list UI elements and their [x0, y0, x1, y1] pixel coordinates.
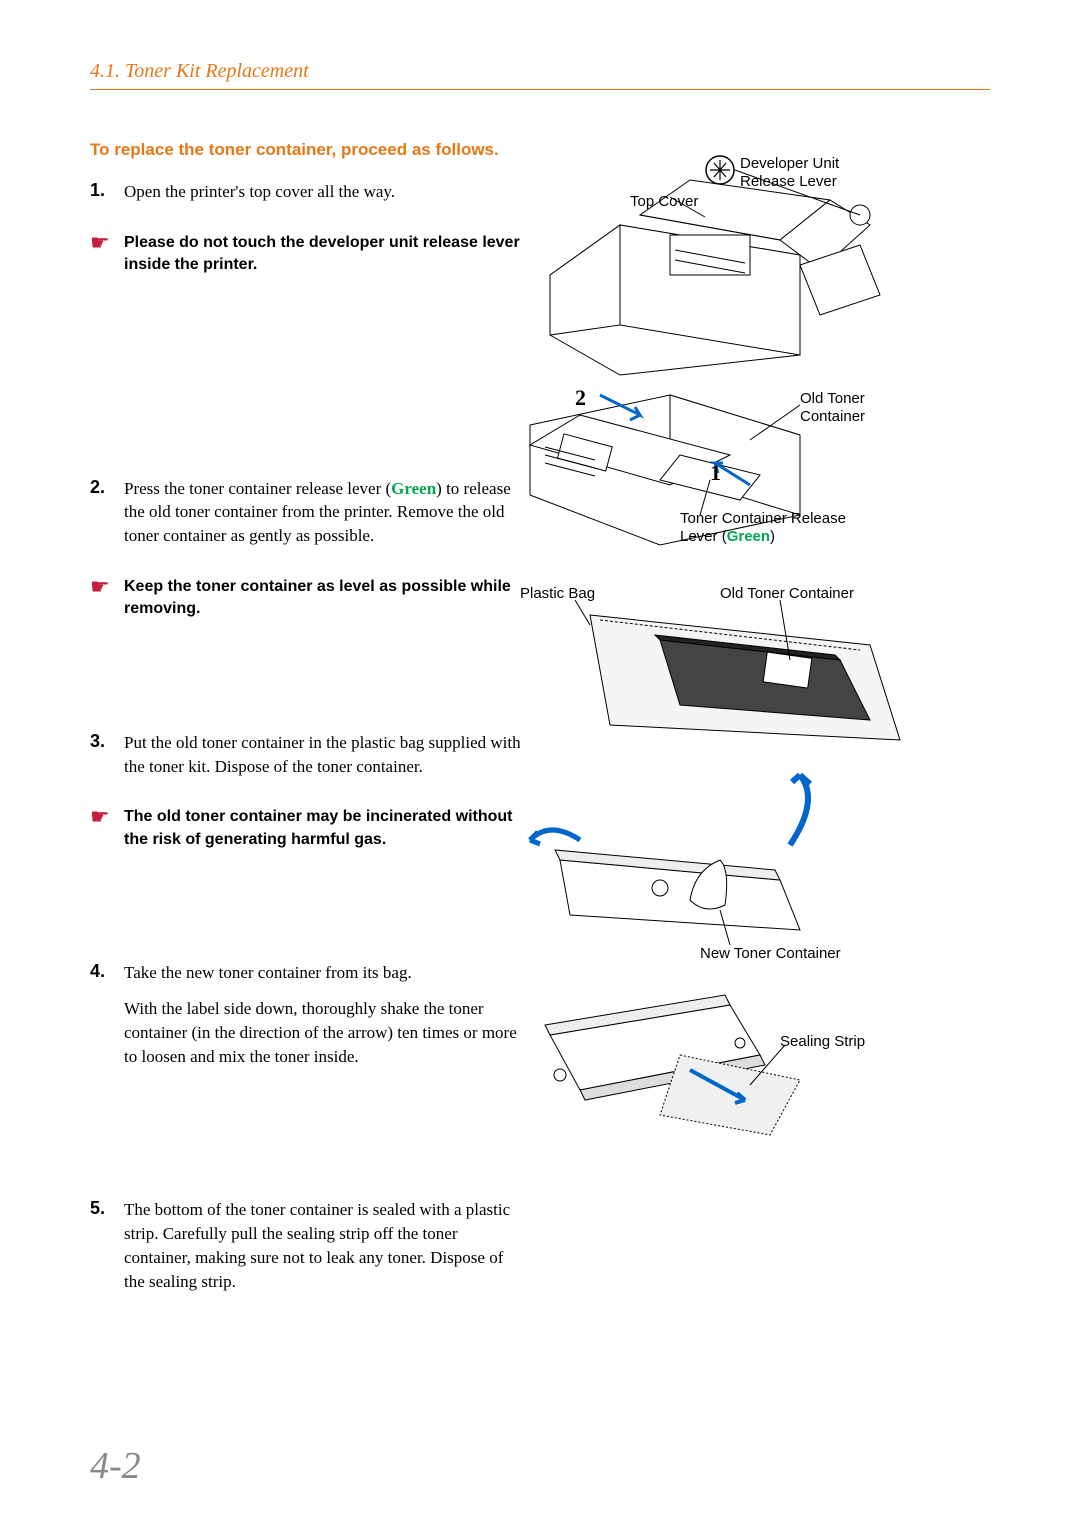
step-1-number: 1. [90, 180, 124, 201]
step-5-number: 5. [90, 1198, 124, 1219]
label-old-toner-2: Old Toner Container [720, 585, 854, 603]
step-2-text: Press the toner container release lever … [124, 477, 524, 548]
page-number: 4-2 [90, 1444, 141, 1488]
step-3-text: Put the old toner container in the plast… [124, 731, 524, 779]
step-1-text: Open the printer's top cover all the way… [124, 180, 524, 204]
label-toner-lever: Toner Container Release Lever (Green) [680, 510, 880, 546]
step-4-text: Take the new toner container from its ba… [124, 961, 524, 1068]
figure-5: Sealing Strip [530, 985, 970, 1145]
figure-2: 2 1 Old Toner Container Toner Container … [520, 385, 980, 565]
label-new-toner: New Toner Container [700, 945, 841, 963]
pointer-icon: ☛ [90, 576, 124, 598]
step-3-number: 3. [90, 731, 124, 752]
note-3-text: The old toner container may be incinerat… [124, 806, 524, 851]
label-old-toner: Old Toner Container [800, 390, 900, 426]
section-header: 4.1. Toner Kit Replacement [90, 60, 990, 90]
label-top-cover: Top Cover [630, 193, 698, 211]
figure-1: Top Cover Developer Unit Release Lever [520, 155, 980, 385]
step-5-text: The bottom of the toner container is sea… [124, 1198, 524, 1293]
note-1-text: Please do not touch the developer unit r… [124, 232, 524, 277]
label-plastic-bag: Plastic Bag [520, 585, 595, 603]
plastic-bag-illustration [520, 585, 980, 755]
figure-3: Plastic Bag Old Toner Container [520, 585, 980, 755]
figure-4: New Toner Container [520, 770, 980, 970]
label-sealing-strip: Sealing Strip [780, 1033, 865, 1051]
marker-2: 2 [575, 385, 586, 411]
shake-toner-illustration [520, 770, 980, 970]
sealing-strip-illustration [530, 985, 970, 1145]
pointer-icon: ☛ [90, 232, 124, 254]
step-5-row: 5. The bottom of the toner container is … [90, 1198, 990, 1293]
note-2-text: Keep the toner container as level as pos… [124, 576, 524, 621]
step-2-number: 2. [90, 477, 124, 498]
step-4-number: 4. [90, 961, 124, 982]
pointer-icon: ☛ [90, 806, 124, 828]
label-dev-unit: Developer Unit Release Lever [740, 155, 880, 191]
marker-1: 1 [710, 460, 721, 486]
